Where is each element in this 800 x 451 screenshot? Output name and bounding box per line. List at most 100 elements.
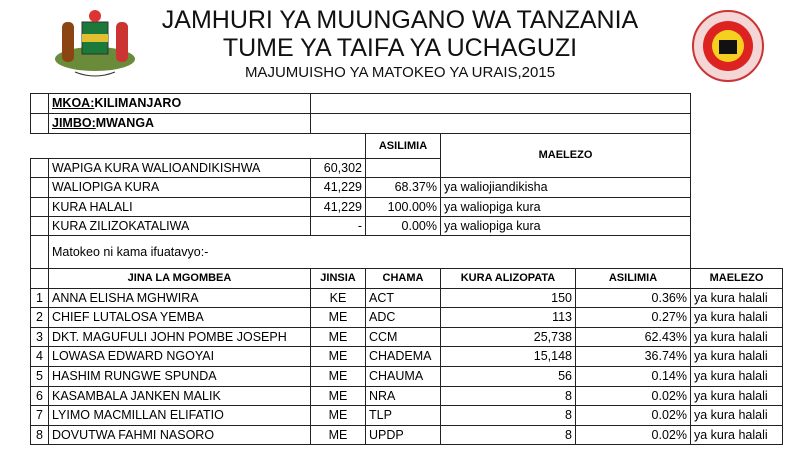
result-cell: 2 xyxy=(30,307,49,328)
result-cell: KASAMBALA JANKEN MALIK xyxy=(48,385,311,407)
result-cell: DOVUTWA FAHMI NASORO xyxy=(48,424,311,446)
result-cell: 0.36% xyxy=(575,287,691,309)
result-cell: KE xyxy=(310,287,366,309)
result-cell: ya kura halali xyxy=(690,307,783,328)
result-cell: ya kura halali xyxy=(690,287,783,309)
cell xyxy=(30,93,49,114)
result-cell: 8 xyxy=(30,424,49,446)
subtitle: TUME YA TAIFA YA UCHAGUZI xyxy=(222,34,578,62)
result-cell: 62.43% xyxy=(575,326,691,348)
result-cell: 0.14% xyxy=(575,366,691,387)
result-cell: LYIMO MACMILLAN ELIFATIO xyxy=(48,405,311,426)
report-title: MAJUMUISHO YA MATOKEO YA URAIS,2015 xyxy=(244,64,556,81)
result-cell: HASHIM RUNGWE SPUNDA xyxy=(48,366,311,387)
result-cell: ME xyxy=(310,424,366,446)
coat-of-arms xyxy=(55,10,135,77)
result-cell: ME xyxy=(310,326,366,348)
column-header: JINA LA MGOMBEA xyxy=(48,268,311,289)
result-cell: NRA xyxy=(365,385,441,407)
result-cell: ya kura halali xyxy=(690,366,783,387)
result-cell: 0.02% xyxy=(575,424,691,446)
result-cell: 8 xyxy=(440,424,576,446)
result-cell: 6 xyxy=(30,385,49,407)
result-cell: 15,148 xyxy=(440,346,576,367)
summary-cell: ya waliopiga kura xyxy=(440,197,691,217)
summary-cell: WALIOPIGA KURA xyxy=(48,177,311,198)
result-cell: ya kura halali xyxy=(690,424,783,446)
result-cell: ya kura halali xyxy=(690,346,783,367)
result-cell: 7 xyxy=(30,405,49,426)
label: MKOA: xyxy=(52,96,95,111)
summary-cell: 41,229 xyxy=(310,177,366,198)
result-cell: ya kura halali xyxy=(690,326,783,348)
cell xyxy=(30,268,49,289)
result-cell: CHAUMA xyxy=(365,366,441,387)
result-cell: 5 xyxy=(30,366,49,387)
column-header: KURA ALIZOPATA xyxy=(440,268,576,289)
summary-cell: 0.00% xyxy=(365,216,441,236)
cell xyxy=(30,113,49,134)
result-cell: ME xyxy=(310,346,366,367)
column-header: CHAMA xyxy=(365,268,441,289)
nec-logo xyxy=(692,10,764,82)
result-cell: ME xyxy=(310,385,366,407)
result-cell: ME xyxy=(310,366,366,387)
result-cell: ME xyxy=(310,307,366,328)
result-cell: 4 xyxy=(30,346,49,367)
summary-cell: ya waliopiga kura xyxy=(440,216,691,236)
summary-cell: - xyxy=(310,216,366,236)
label: JIMBO: xyxy=(52,116,96,131)
result-cell: ADC xyxy=(365,307,441,328)
result-cell: TLP xyxy=(365,405,441,426)
column-header: ASILIMIA xyxy=(575,268,691,289)
summary-cell: 68.37% xyxy=(365,177,441,198)
title: JAMHURI YA MUUNGANO WA TANZANIA xyxy=(161,6,639,34)
result-cell: 3 xyxy=(30,326,49,348)
header-cell: MAELEZO xyxy=(440,133,691,178)
note: Matokeo ni kama ifuatavyo:- xyxy=(48,235,691,269)
summary-cell: KURA HALALI xyxy=(48,197,311,217)
summary-cell xyxy=(365,158,441,178)
value: KILIMANJARO xyxy=(94,96,182,111)
cell xyxy=(310,113,691,134)
cell xyxy=(30,216,49,236)
result-cell: ME xyxy=(310,405,366,426)
result-cell: LOWASA EDWARD NGOYAI xyxy=(48,346,311,367)
result-cell: CHADEMA xyxy=(365,346,441,367)
summary-cell: 100.00% xyxy=(365,197,441,217)
result-cell: ya kura halali xyxy=(690,405,783,426)
result-cell: ANNA ELISHA MGHWIRA xyxy=(48,287,311,309)
summary-cell: 60,302 xyxy=(310,158,366,178)
label-row: JIMBO: MWANGA xyxy=(48,113,311,134)
summary-cell: WAPIGA KURA WALIOANDIKISHWA xyxy=(48,158,311,178)
cell xyxy=(30,177,49,198)
result-cell: CCM xyxy=(365,326,441,348)
cell xyxy=(30,197,49,217)
result-cell: 8 xyxy=(440,405,576,426)
column-header: MAELEZO xyxy=(690,268,783,289)
header-cell: ASILIMIA xyxy=(365,133,441,159)
result-cell: 36.74% xyxy=(575,346,691,367)
cell xyxy=(30,158,49,178)
result-cell: DKT. MAGUFULI JOHN POMBE JOSEPH xyxy=(48,326,311,348)
result-cell: 0.02% xyxy=(575,405,691,426)
result-cell: 1 xyxy=(30,287,49,309)
result-cell: CHIEF LUTALOSA YEMBA xyxy=(48,307,311,328)
result-cell: 56 xyxy=(440,366,576,387)
cell xyxy=(310,93,691,114)
cell xyxy=(30,235,49,269)
summary-cell: ya waliojiandikisha xyxy=(440,177,691,198)
result-cell: UPDP xyxy=(365,424,441,446)
label-row: MKOA: KILIMANJARO xyxy=(48,93,311,114)
result-cell: 113 xyxy=(440,307,576,328)
result-cell: ACT xyxy=(365,287,441,309)
result-cell: 0.02% xyxy=(575,385,691,407)
value: MWANGA xyxy=(95,116,155,131)
result-cell: 0.27% xyxy=(575,307,691,328)
column-header: JINSIA xyxy=(310,268,366,289)
result-cell: 8 xyxy=(440,385,576,407)
result-cell: 150 xyxy=(440,287,576,309)
result-cell: 25,738 xyxy=(440,326,576,348)
summary-cell: 41,229 xyxy=(310,197,366,217)
